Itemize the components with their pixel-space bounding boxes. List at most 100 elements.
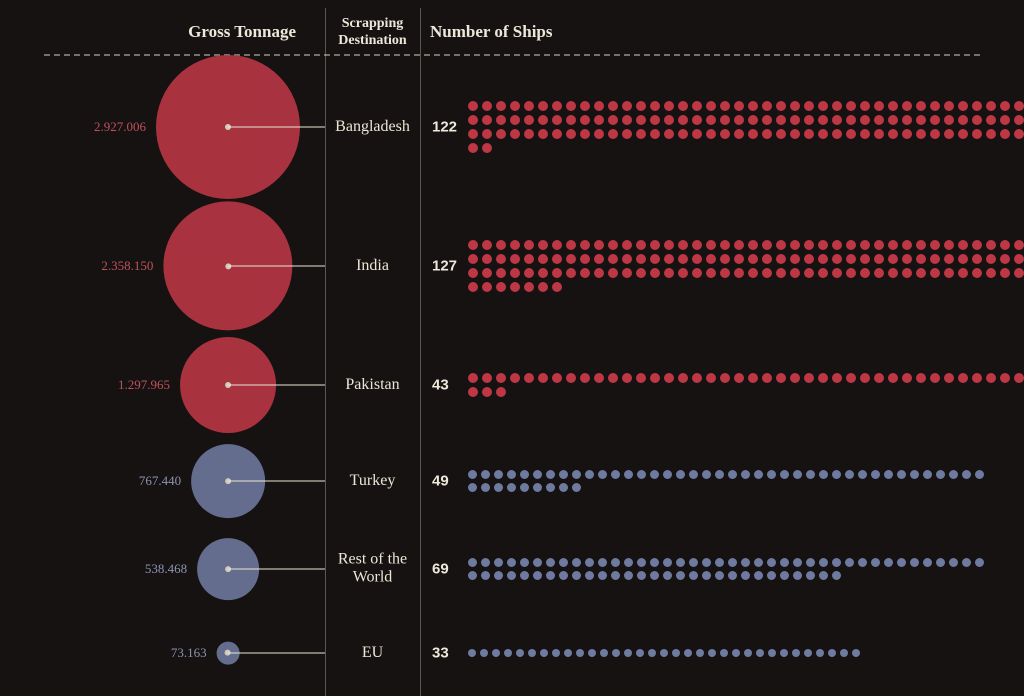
ship-dot (692, 240, 702, 250)
ship-dot (720, 115, 730, 125)
ship-dot (874, 115, 884, 125)
ship-dot (1014, 129, 1024, 139)
ship-dot (580, 115, 590, 125)
ship-dot (860, 254, 870, 264)
ship-dot (468, 115, 478, 125)
ship-dot (748, 101, 758, 111)
ship-dot (780, 571, 789, 580)
ship-dot (776, 101, 786, 111)
ship-dot (762, 101, 772, 111)
ship-dot (734, 268, 744, 278)
ship-dot (650, 254, 660, 264)
ship-dot (594, 254, 604, 264)
ship-dot (944, 129, 954, 139)
ship-dot (622, 101, 632, 111)
ship-dots (468, 558, 984, 580)
ship-dot (692, 373, 702, 383)
ship-dot (793, 571, 802, 580)
ship-dot (672, 649, 680, 657)
ship-dot (585, 470, 594, 479)
ship-dot (566, 268, 576, 278)
ship-dot (559, 571, 568, 580)
ship-dot (676, 558, 685, 567)
ship-dot (678, 115, 688, 125)
ship-dot (930, 373, 940, 383)
ship-dot (819, 558, 828, 567)
ship-dot (754, 571, 763, 580)
ship-dot (720, 649, 728, 657)
ship-dot (1000, 240, 1010, 250)
ship-dot (637, 558, 646, 567)
ship-dot (524, 129, 534, 139)
ship-dot (516, 649, 524, 657)
ship-dot (944, 373, 954, 383)
ship-dot (624, 558, 633, 567)
ship-dot (664, 268, 674, 278)
header-row: Gross Tonnage Scrapping Destination Numb… (0, 8, 1024, 56)
ship-dot (860, 115, 870, 125)
ship-dot (916, 240, 926, 250)
ship-dot (524, 115, 534, 125)
ship-dot (580, 129, 590, 139)
ship-dot (846, 373, 856, 383)
ship-dot (468, 240, 478, 250)
ship-dot (594, 115, 604, 125)
ship-dot (986, 115, 996, 125)
ship-dot (804, 254, 814, 264)
ship-dot (611, 470, 620, 479)
ship-dot (552, 115, 562, 125)
ship-dot (958, 240, 968, 250)
ship-dot (608, 115, 618, 125)
ship-dot (804, 115, 814, 125)
ship-dot (520, 571, 529, 580)
ship-dot (552, 129, 562, 139)
ship-dot (806, 558, 815, 567)
ship-dot (533, 483, 542, 492)
ship-dot (608, 373, 618, 383)
ship-dot (986, 254, 996, 264)
ship-dot (818, 115, 828, 125)
ship-dot (678, 101, 688, 111)
ship-dot (846, 101, 856, 111)
ship-dot (748, 373, 758, 383)
ship-dot (468, 470, 477, 479)
ship-dot (858, 558, 867, 567)
ship-dot (533, 571, 542, 580)
ship-dot (776, 129, 786, 139)
ship-dot (949, 558, 958, 567)
ship-dot (496, 129, 506, 139)
ship-dot (552, 101, 562, 111)
ship-dot (678, 373, 688, 383)
ship-dot (888, 240, 898, 250)
ship-dot (481, 483, 490, 492)
ship-dot (566, 129, 576, 139)
ship-dot (806, 571, 815, 580)
ship-dot (902, 129, 912, 139)
ship-dot (902, 254, 912, 264)
ship-dot (552, 282, 562, 292)
ship-dot (622, 268, 632, 278)
tonnage-label: 538.468 (0, 561, 187, 577)
ship-dot (1014, 115, 1024, 125)
ship-dot (650, 101, 660, 111)
ship-dot (552, 649, 560, 657)
ship-dot (944, 115, 954, 125)
ship-dot (636, 268, 646, 278)
ship-dot (958, 254, 968, 264)
ship-dot (728, 558, 737, 567)
ship-dot (636, 254, 646, 264)
ship-dot (762, 268, 772, 278)
ship-dot (594, 373, 604, 383)
ship-dot (650, 115, 660, 125)
ship-dot (944, 254, 954, 264)
ship-dot (916, 254, 926, 264)
ship-dot (975, 558, 984, 567)
ship-dot (972, 373, 982, 383)
ship-dot (804, 649, 812, 657)
ship-dot (482, 268, 492, 278)
ship-dot (538, 129, 548, 139)
ship-dot (768, 649, 776, 657)
ship-dot (715, 558, 724, 567)
ship-dot (663, 470, 672, 479)
ship-dot (664, 115, 674, 125)
